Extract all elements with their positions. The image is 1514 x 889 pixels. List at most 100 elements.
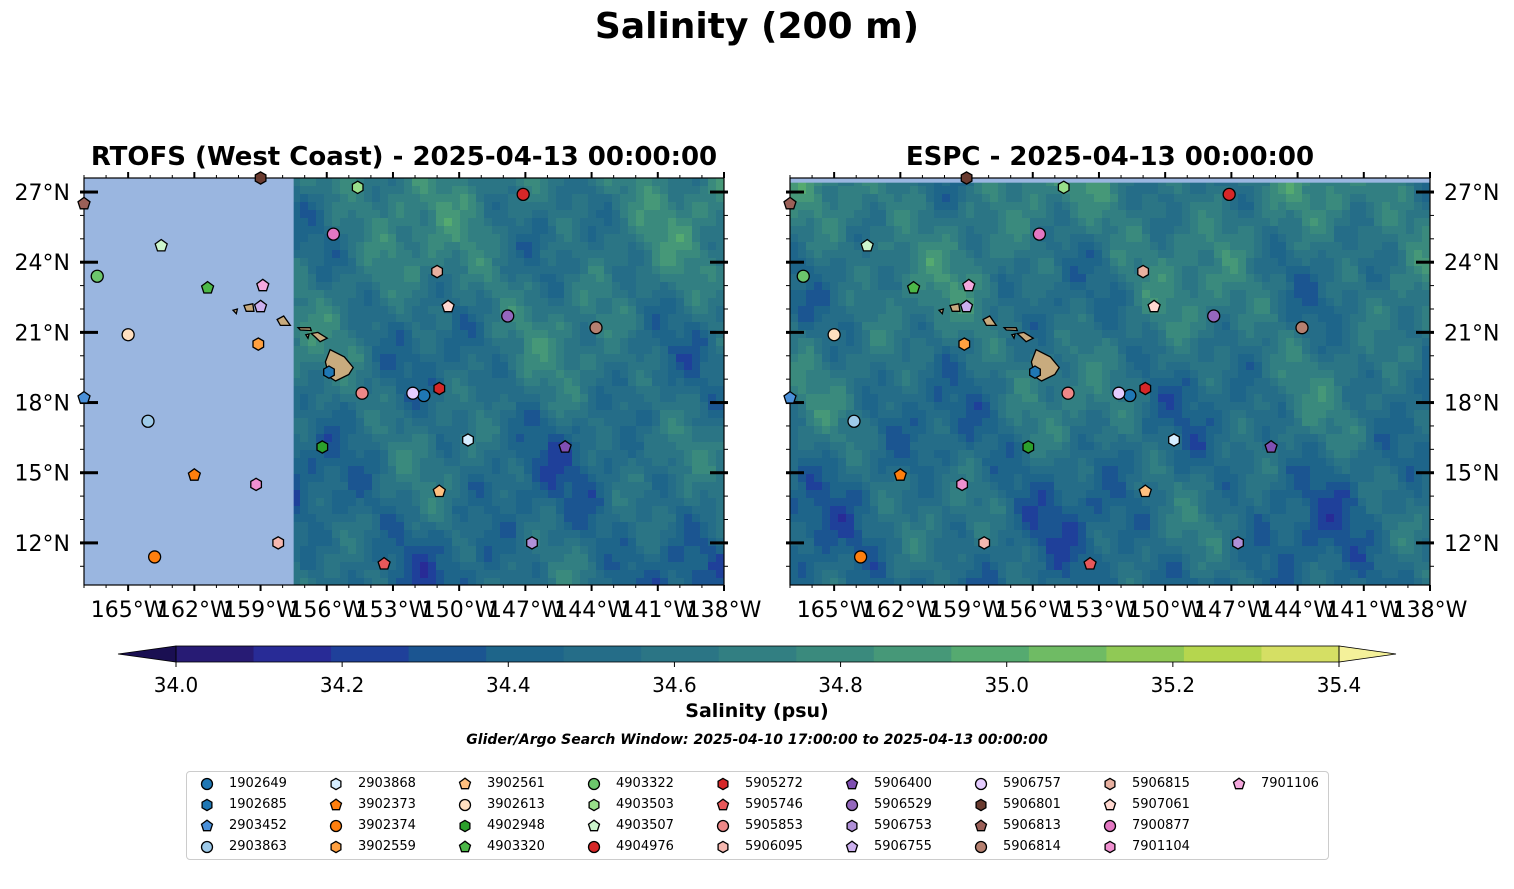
legend-marker-shape — [588, 798, 600, 812]
float-marker-5906529 — [1207, 309, 1221, 323]
float-marker-5905272 — [433, 381, 446, 396]
legend-label: 5905853 — [745, 818, 803, 833]
float-marker-3902374 — [147, 550, 162, 564]
legend-marker-shape — [200, 840, 214, 854]
x-tick-label: 156°W — [995, 598, 1070, 623]
colorbar-segment — [1028, 646, 1107, 662]
float-marker-5906095 — [272, 536, 285, 550]
float-marker-3902373 — [187, 467, 202, 481]
x-tick-label: 153°W — [1062, 598, 1137, 623]
colorbar-label: Salinity (psu) — [685, 700, 829, 722]
x-tick-label: 138°W — [1393, 598, 1468, 623]
map-frame — [789, 177, 1431, 586]
float-marker-7901106 — [256, 278, 270, 292]
legend-label: 5906755 — [874, 839, 932, 854]
island — [1002, 327, 1019, 332]
x-tick-label: 162°W — [863, 598, 938, 623]
legend-label: 5907061 — [1132, 797, 1190, 812]
colorbar-tick-label: 34.2 — [320, 673, 365, 697]
legend-marker — [846, 819, 858, 833]
float-marker-5906755 — [253, 299, 268, 313]
legend-label: 4903320 — [487, 839, 545, 854]
float-marker-1902649 — [417, 388, 431, 403]
legend-marker-shape — [1103, 819, 1117, 833]
float-marker-4902948 — [316, 440, 329, 454]
float-marker-2903863 — [847, 414, 861, 428]
legend-label: 4903503 — [616, 797, 674, 812]
float-marker-4903322 — [90, 269, 104, 283]
float-marker-7900877 — [1032, 227, 1047, 241]
legend-marker-shape — [1104, 840, 1116, 854]
legend-marker-shape — [200, 777, 214, 791]
legend-label: 2903868 — [358, 776, 416, 791]
legend-marker — [845, 840, 859, 853]
legend-marker — [587, 840, 601, 854]
float-marker-5906814 — [1295, 321, 1309, 335]
island — [309, 331, 329, 343]
x-tick-label: 165°W — [797, 598, 872, 623]
legend-marker-shape — [458, 798, 472, 812]
legend-label: 1902685 — [229, 797, 287, 812]
float-marker-5907061 — [1147, 299, 1161, 313]
legend-marker — [974, 819, 988, 832]
float-marker-2903868 — [462, 433, 474, 447]
colorbar: 34.0 34.2 34.4 34.6 34.8 35.0 35.2 35.4 — [117, 645, 1397, 697]
float-marker-7901104 — [956, 477, 969, 492]
legend-marker — [716, 819, 730, 833]
legend-label: 1902649 — [229, 776, 287, 791]
legend-marker — [717, 840, 729, 854]
float-marker-3902373 — [893, 467, 908, 481]
float-marker-4902948 — [1022, 440, 1035, 454]
float-marker-1902685 — [323, 365, 335, 380]
legend-marker — [588, 798, 600, 812]
float-marker-1902649 — [1123, 388, 1137, 403]
island — [276, 315, 292, 327]
legend-marker — [329, 798, 343, 811]
x-tick-label: 141°W — [1326, 598, 1401, 623]
no-data-region — [84, 178, 294, 585]
legend-marker-shape — [845, 777, 859, 790]
legend-label: 3902374 — [358, 818, 416, 833]
float-marker-3902374 — [853, 550, 868, 564]
y-tick-label: 27°N — [15, 181, 70, 206]
float-marker-2903452 — [783, 390, 797, 404]
colorbar-segment — [873, 646, 952, 662]
legend-marker — [458, 840, 472, 853]
legend-label: 5906814 — [1003, 839, 1061, 854]
float-marker-5906529 — [501, 309, 515, 323]
colorbar-segment — [176, 646, 255, 662]
legend-marker-shape — [975, 798, 987, 812]
y-tick-label: 15°N — [15, 462, 70, 487]
panel-title-rtofs: RTOFS (West Coast) - 2025-04-13 00:00:00 — [90, 142, 718, 172]
float-marker-4904976 — [1222, 187, 1236, 202]
island — [296, 327, 313, 332]
float-marker-4903320 — [906, 280, 921, 294]
legend-marker — [845, 798, 859, 812]
float-marker-3902559 — [958, 337, 971, 351]
search-window-note: Glider/Argo Search Window: 2025-04-10 17… — [466, 732, 1048, 748]
float-marker-5906801 — [960, 171, 973, 185]
y-tick-label: 24°N — [15, 251, 70, 276]
y-tick-label: 12°N — [15, 532, 70, 557]
legend-label: 3902559 — [358, 839, 416, 854]
legend-marker-shape — [845, 840, 859, 853]
legend-marker-shape — [717, 840, 729, 854]
float-marker-2903452 — [77, 390, 91, 404]
legend-label: 3902613 — [487, 797, 545, 812]
float-marker-5906801 — [254, 171, 267, 185]
legend-marker-shape — [587, 819, 601, 832]
x-tick-label: 162°W — [157, 598, 232, 623]
legend-marker-shape — [716, 819, 730, 833]
island — [982, 315, 998, 327]
legend-label: 4902948 — [487, 818, 545, 833]
float-marker-5906813 — [783, 196, 797, 210]
float-marker-5907061 — [441, 299, 455, 313]
legend-marker-shape — [716, 798, 730, 811]
map-panels: 165°W162°W159°W156°W153°W150°W147°W144°W… — [15, 171, 1499, 623]
x-tick-label: 144°W — [1260, 598, 1335, 623]
colorbar-tick-label: 34.0 — [154, 673, 199, 697]
legend-label: 2903863 — [229, 839, 287, 854]
colorbar-tick-label: 34.6 — [652, 673, 697, 697]
colorbar-tick-label: 35.4 — [1317, 673, 1362, 697]
legend-marker-shape — [974, 777, 988, 791]
